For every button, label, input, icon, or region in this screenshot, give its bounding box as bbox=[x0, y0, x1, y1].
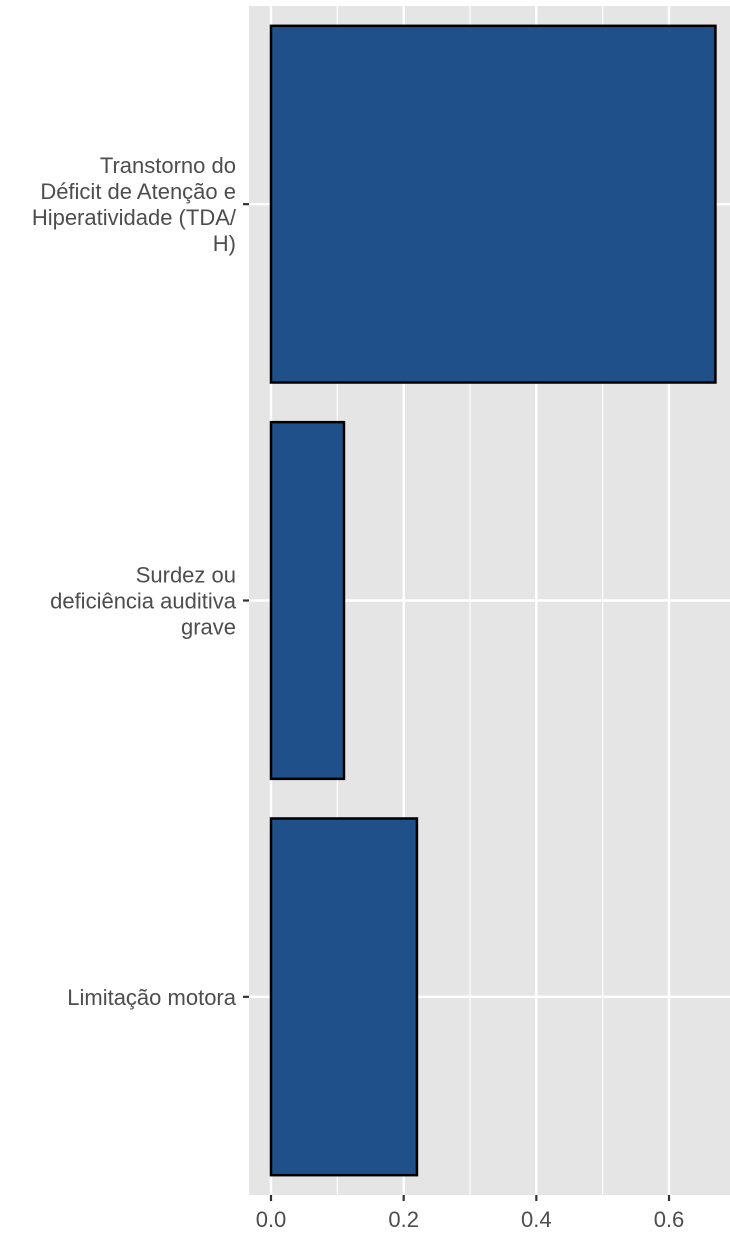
y-tick-label-0-line-3: H) bbox=[213, 231, 236, 256]
y-tick-label-2: Limitação motora bbox=[67, 985, 237, 1010]
y-tick-label-0-line-1: Déficit de Atenção e bbox=[40, 179, 236, 204]
bar-0 bbox=[269, 24, 717, 384]
y-tick-label-0: Transtorno do Déficit de Atenção e Hiperat… bbox=[32, 153, 237, 256]
bar-2 bbox=[269, 817, 419, 1177]
y-axis: Transtorno do Déficit de Atenção e Hiperat… bbox=[32, 153, 249, 1010]
y-tick-label-1-line-0: Surdez ou bbox=[136, 563, 236, 588]
y-tick-label-0-line-0: Transtorno do bbox=[100, 153, 236, 178]
x-tick-label-1: 0.2 bbox=[388, 1207, 419, 1232]
y-tick-label-1-line-1: deficiência auditiva bbox=[50, 589, 237, 614]
x-tick-label-3: 0.6 bbox=[654, 1207, 685, 1232]
y-tick-label-1-line-2: grave bbox=[181, 615, 236, 640]
x-tick-label-2: 0.4 bbox=[521, 1207, 552, 1232]
x-axis: 0.0 0.2 0.4 0.6 bbox=[256, 1195, 685, 1232]
y-tick-label-0-line-2: Hiperatividade (TDA/ bbox=[32, 205, 237, 230]
y-tick-label-1: Surdez ou deficiência auditiva grave bbox=[50, 563, 237, 640]
y-tick-label-2-line-0: Limitação motora bbox=[67, 985, 237, 1010]
bars-group bbox=[269, 24, 717, 1177]
x-tick-label-0: 0.0 bbox=[256, 1207, 287, 1232]
bar-1 bbox=[269, 420, 346, 781]
